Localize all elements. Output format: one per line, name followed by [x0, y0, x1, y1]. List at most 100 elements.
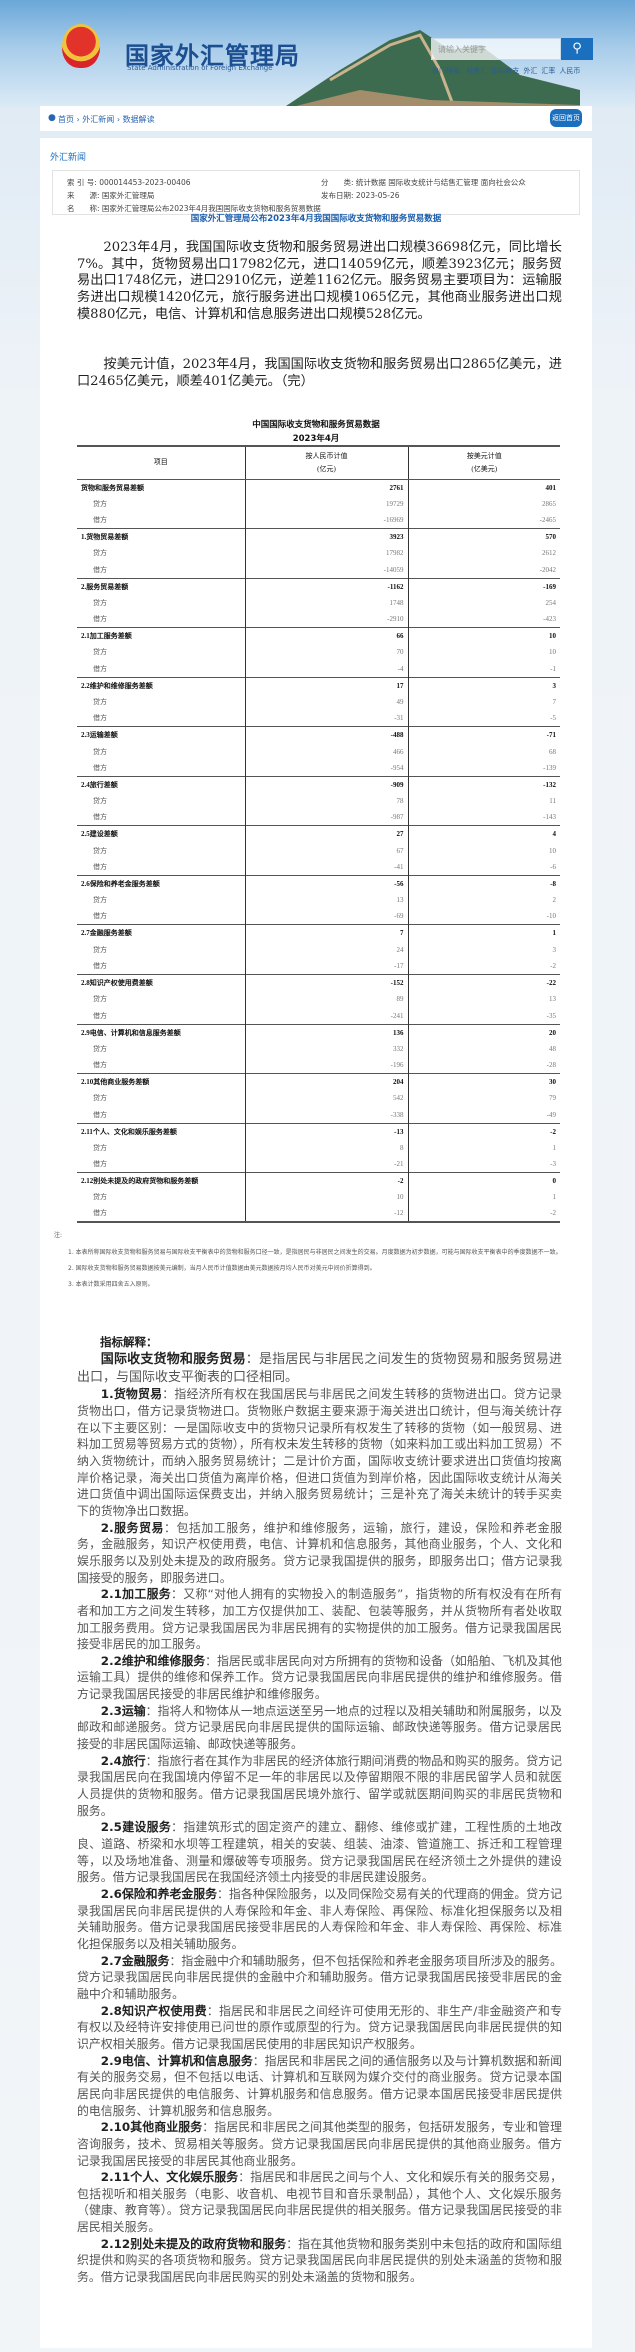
- explanation-term: 2.7金融服务: [100, 1953, 170, 1968]
- search-icon: ⚲: [572, 41, 582, 56]
- table-row: 贷方 542 79: [77, 1090, 560, 1107]
- row-label: 2.8知识产权使用费差额: [77, 973, 245, 991]
- usd-value: -169: [407, 577, 560, 595]
- usd-value: 20: [407, 1023, 560, 1041]
- explanation-term: 2.10其他商业服务: [100, 2120, 203, 2135]
- usd-value: 11: [407, 792, 560, 810]
- usd-value: -2465: [407, 512, 560, 529]
- rmb-value: -31: [244, 710, 408, 727]
- rmb-value: 89: [244, 990, 408, 1008]
- explanation-item: 2.6保险和养老金服务：指各种保险服务，以及同保险交易有关的代理商的佣金。贷方记…: [77, 1886, 562, 1953]
- hot-link[interactable]: 外汇: [523, 67, 538, 75]
- usd-value: 401: [407, 479, 560, 496]
- row-label: 借方: [93, 813, 107, 822]
- table-row: 借方 -987 -143: [77, 809, 560, 826]
- table-row: 2.2维护和维修服务差额 17 3: [77, 676, 560, 694]
- table-row: 借方 -12 -2: [77, 1205, 560, 1224]
- explanation-item: 2.服务贸易：包括加工服务，维护和维修服务，运输，旅行，建设，保险和养老金服务，…: [77, 1520, 562, 1587]
- meta-box: 索 引 号: 000014453-2023-00406 来 源: 国家外汇管理局…: [52, 170, 580, 215]
- rmb-value: 2761: [244, 479, 408, 496]
- rmb-value: -21: [244, 1156, 408, 1173]
- table-row: 借方 -41 -6: [77, 858, 560, 876]
- hot-link[interactable]: 人民币: [559, 67, 581, 75]
- rmb-value: 24: [244, 941, 408, 958]
- row-label: 贷方: [93, 1094, 107, 1103]
- row-label: 借方: [93, 1110, 107, 1119]
- location-pin-icon: ●: [48, 113, 56, 123]
- explanation-term: 2.8知识产权使用费: [100, 2003, 207, 2018]
- section-title: 外汇新闻: [50, 153, 87, 163]
- explanation-item: 2.1加工服务：又称“对他人拥有的实物投入的制造服务”，指货物的所有权没有在所有…: [77, 1586, 562, 1653]
- row-label: 贷方: [93, 697, 107, 706]
- explanation-item: 1.货物贸易：指经济所有权在我国居民与非居民之间发生转移的货物进出口。贷方记录货…: [77, 1386, 562, 1519]
- explanation-item: 2.11个人、文化娱乐服务：指居民和非居民之间与个人、文化和娱乐有关的服务交易，…: [77, 2169, 562, 2236]
- meta-name: 名 称: 国家外汇管理局公布2023年4月我国国际收支货物和服务贸易数据: [67, 204, 321, 213]
- breadcrumb-current[interactable]: 数据解读: [122, 115, 155, 124]
- note-item: 1. 本表所称国际收支货物和服务贸易与国际收支平衡表中的货物和服务口径一致，是指…: [68, 1249, 562, 1256]
- explanation-text: ：指居民和非居民之间其他类型的服务，包括研发服务，专业和管理咨询服务，技术、贸易…: [77, 2120, 562, 2168]
- breadcrumb-news[interactable]: 外汇新闻: [82, 115, 115, 124]
- usd-value: -143: [407, 809, 560, 826]
- hot-link[interactable]: 汇率: [541, 67, 556, 75]
- row-label: 借方: [93, 862, 107, 871]
- usd-value: 570: [407, 528, 560, 546]
- search-button[interactable]: ⚲: [561, 38, 593, 60]
- usd-value: -132: [407, 775, 560, 793]
- article-paragraph: 按美元计值，2023年4月，我国国际收支货物和服务贸易出口2865亿美元，进口2…: [77, 357, 562, 389]
- rmb-value: -152: [244, 973, 408, 991]
- table-row: 2.10其他商业服务差额 204 30: [77, 1073, 560, 1091]
- row-label: 2.2维护和维修服务差额: [77, 676, 245, 694]
- rmb-value: 17982: [244, 545, 408, 562]
- row-label: 贷方: [93, 499, 107, 508]
- usd-value: 68: [407, 743, 560, 760]
- table-row: 1.货物贸易差额 3923 570: [77, 528, 560, 546]
- row-label: 借方: [93, 565, 107, 574]
- row-label: 借方: [93, 1160, 107, 1169]
- table-row: 借方 -31 -5: [77, 710, 560, 727]
- site-name[interactable]: 国家外汇管理局: [125, 42, 300, 70]
- rmb-value: -1162: [244, 577, 408, 595]
- row-label: 贷方: [93, 1143, 107, 1152]
- usd-value: -8: [407, 874, 560, 892]
- usd-value: 79: [407, 1090, 560, 1107]
- table-notes: 注: 1. 本表所称国际收支货物和服务贸易与国际收支平衡表中的货物和服务口径一致…: [54, 1228, 574, 1293]
- usd-value: -71: [407, 726, 560, 744]
- back-home-button[interactable]: 返回首页: [550, 109, 582, 127]
- table-row: 借方 -338 -49: [77, 1106, 560, 1124]
- rmb-value: -987: [244, 809, 408, 826]
- usd-value: -28: [407, 1057, 560, 1074]
- rmb-value: -241: [244, 1007, 408, 1025]
- explanation-term: 2.1加工服务: [100, 1587, 171, 1602]
- search-input[interactable]: 请输入关键字: [431, 38, 561, 60]
- usd-value: -6: [407, 858, 560, 876]
- rmb-value: -14059: [244, 561, 408, 579]
- breadcrumb-home[interactable]: 首页: [58, 115, 74, 124]
- rmb-value: -196: [244, 1057, 408, 1074]
- usd-value: 13: [407, 990, 560, 1008]
- explanation-text: ：指居民和非居民之间与个人、文化和娱乐有关的服务交易，包括视听和相关服务（电影、…: [77, 2170, 562, 2235]
- usd-value: -10: [407, 908, 560, 925]
- hot-link[interactable]: 结售汇: [466, 67, 488, 75]
- row-label: 借方: [93, 664, 107, 673]
- table-row: 借方 -21 -3: [77, 1156, 560, 1173]
- rmb-value: 78: [244, 792, 408, 810]
- col-item: 项目: [77, 445, 245, 480]
- usd-value: 10: [407, 644, 560, 661]
- explanation-text: ：指建筑形式的固定资产的建立、翻修、维修或扩建，工程性质的土地改良、道路、桥梁和…: [77, 1820, 562, 1885]
- rmb-value: -909: [244, 775, 408, 793]
- table-row: 贷方 13 2: [77, 891, 560, 909]
- table-row: 贷方 78 11: [77, 792, 560, 810]
- article-title: 国家外汇管理局公布2023年4月我国国际收支货物和服务贸易数据: [190, 214, 442, 224]
- usd-value: -3: [407, 1156, 560, 1173]
- usd-value: 1: [407, 1189, 560, 1206]
- row-label: 2.11个人、文化和娱乐服务差额: [77, 1122, 245, 1140]
- usd-value: 10: [407, 627, 560, 645]
- table-row: 借方 -954 -139: [77, 759, 560, 777]
- rmb-value: -488: [244, 726, 408, 744]
- hot-link[interactable]: 国际收支: [491, 67, 520, 75]
- rmb-value: -12: [244, 1205, 408, 1224]
- rmb-value: -2910: [244, 611, 408, 628]
- row-label: 2.10其他商业服务差额: [77, 1073, 245, 1091]
- explanation-term: 2.3运输: [100, 1703, 146, 1718]
- table-row: 贷方 19729 2865: [77, 495, 560, 513]
